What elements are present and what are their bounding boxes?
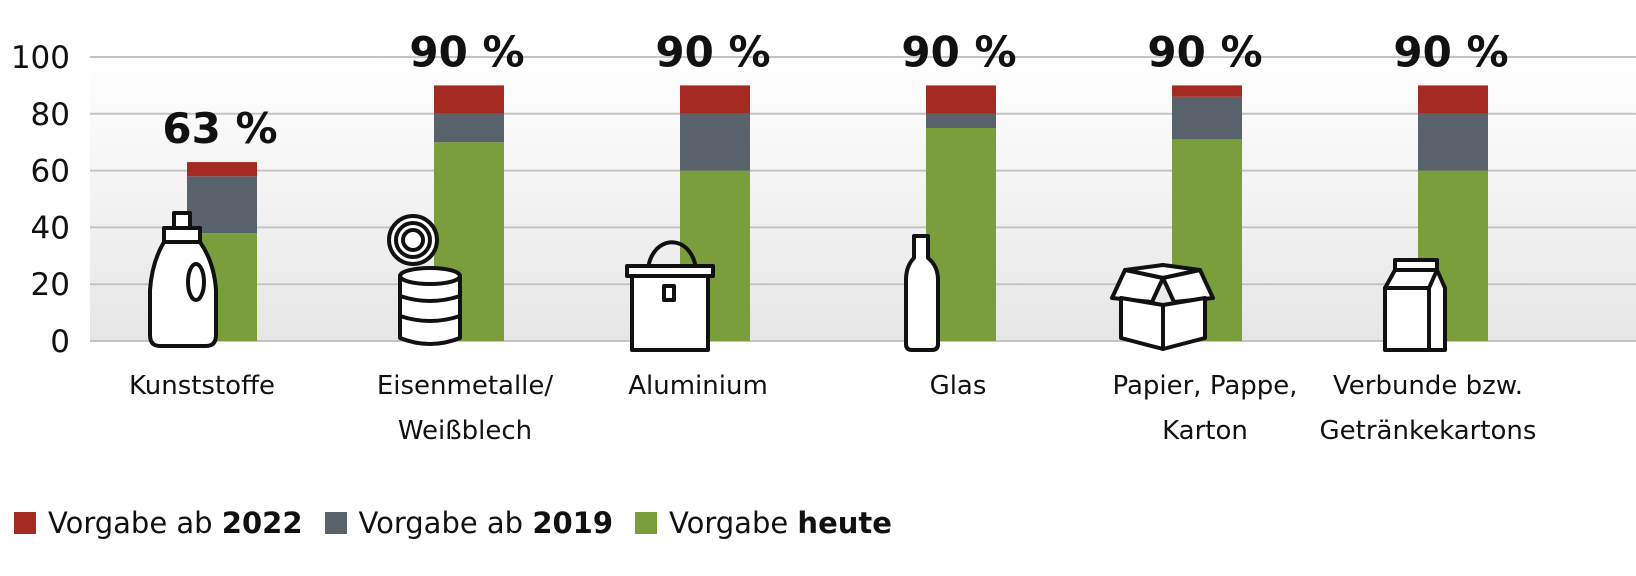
total-label: 90 % xyxy=(1147,27,1262,76)
category-label: Glas xyxy=(930,371,987,401)
legend-item-2019: Vorgabe ab 2019 xyxy=(324,506,614,540)
bar-segment xyxy=(680,113,750,171)
y-tick-label: 100 xyxy=(11,40,70,76)
legend-swatch-2019 xyxy=(324,512,347,534)
y-tick-label: 20 xyxy=(31,267,70,303)
category-label: Karton xyxy=(1162,416,1248,446)
category-label: Papier, Pappe, xyxy=(1112,371,1297,401)
total-label: 63 % xyxy=(162,104,277,153)
total-label: 90 % xyxy=(901,27,1016,76)
bar-segment xyxy=(434,113,504,143)
bar-segment xyxy=(1172,85,1242,97)
recycling-quota-chart: 0 20 40 60 80 100 xyxy=(11,27,1636,446)
plot-background xyxy=(90,57,1636,341)
y-tick-label: 40 xyxy=(31,210,70,246)
bar-segment xyxy=(680,85,750,114)
legend-label-2019: Vorgabe ab 2019 xyxy=(358,506,614,540)
legend-label-2022: Vorgabe ab 2022 xyxy=(48,506,303,540)
bar-segment xyxy=(434,85,504,114)
beverage-carton-icon xyxy=(1383,258,1447,352)
bar-segment xyxy=(926,85,996,114)
y-tick-label: 60 xyxy=(31,154,70,190)
legend-item-2022: Vorgabe ab 2022 xyxy=(14,506,303,540)
cardboard-box-icon xyxy=(1110,263,1215,351)
bar-segment xyxy=(187,162,257,177)
category-label: Verbunde bzw. xyxy=(1333,371,1523,401)
category-label: Aluminium xyxy=(628,371,768,401)
legend: Vorgabe ab 2022 Vorgabe ab 2019 Vorgabe … xyxy=(14,506,914,540)
glass-bottle-icon xyxy=(904,234,940,352)
bar-segment xyxy=(187,176,257,234)
bar-segment xyxy=(926,113,996,128)
total-label: 90 % xyxy=(1393,27,1508,76)
category-label: Weißblech xyxy=(398,416,532,446)
y-tick-label: 80 xyxy=(31,97,70,133)
legend-item-heute: Vorgabe heute xyxy=(635,506,892,540)
legend-label-heute: Vorgabe heute xyxy=(669,506,892,540)
total-label: 90 % xyxy=(655,27,770,76)
bar-segment xyxy=(1418,113,1488,171)
y-tick-label: 0 xyxy=(50,324,70,360)
category-label: Eisenmetalle/ xyxy=(377,371,554,401)
category-label: Getränkekartons xyxy=(1320,416,1537,446)
paint-bucket-icon xyxy=(625,240,715,352)
legend-swatch-heute xyxy=(635,512,658,534)
bar-segment xyxy=(1418,85,1488,114)
category-label: Kunststoffe xyxy=(129,371,275,401)
legend-swatch-2022 xyxy=(14,512,36,534)
detergent-bottle-icon xyxy=(148,211,218,348)
bar-segment xyxy=(1172,96,1242,140)
tin-can-icon xyxy=(387,214,462,346)
total-label: 90 % xyxy=(409,27,524,76)
